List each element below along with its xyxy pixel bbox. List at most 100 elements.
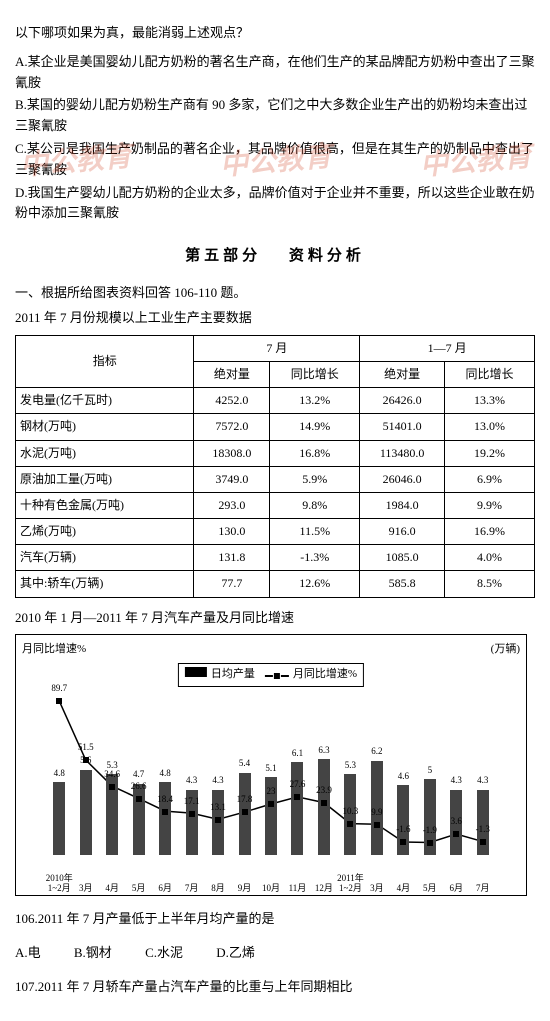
table-cell: 26046.0 xyxy=(360,466,445,492)
table-cell: 13.2% xyxy=(270,388,360,414)
table-cell: 钢材(万吨) xyxy=(16,414,194,440)
line-label: 18.4 xyxy=(157,791,173,805)
th-abs-2: 绝对量 xyxy=(360,361,445,387)
table-cell: 11.5% xyxy=(270,519,360,545)
line-label: -1.6 xyxy=(396,822,410,836)
table-cell: 293.0 xyxy=(194,492,270,518)
options-block: A.某企业是美国婴幼儿配方奶粉的著名生产商，在他们生产的某品牌配方奶粉中查出了三… xyxy=(15,52,535,224)
bar xyxy=(318,759,330,855)
q106-text: 106.2011 年 7 月产量低于上半年月均产量的是 xyxy=(15,909,535,930)
line-label: 17.1 xyxy=(184,793,200,807)
q106-opt-d: D.乙烯 xyxy=(216,943,255,964)
table-cell: 131.8 xyxy=(194,545,270,571)
q106-opt-a: A.电 xyxy=(15,943,41,964)
line-marker xyxy=(347,821,353,827)
table-cell: 7572.0 xyxy=(194,414,270,440)
bar-label: 4.8 xyxy=(159,766,170,780)
chart-title: 2010 年 1 月—2011 年 7 月汽车产量及月同比增速 xyxy=(15,608,535,629)
line-marker xyxy=(453,831,459,837)
section-name: 资料分析 xyxy=(289,248,365,264)
table-cell: 十种有色金属(万吨) xyxy=(16,492,194,518)
table-cell: 12.6% xyxy=(270,571,360,597)
line-label: -1.3 xyxy=(476,822,490,836)
table-cell: 1984.0 xyxy=(360,492,445,518)
line-marker xyxy=(56,698,62,704)
table-cell: 16.9% xyxy=(444,519,534,545)
table-row: 其中:轿车(万辆)77.712.6%585.88.5% xyxy=(16,571,535,597)
table-cell: 其中:轿车(万辆) xyxy=(16,571,194,597)
legend-line-swatch xyxy=(265,673,289,679)
section-part: 第五部分 xyxy=(185,248,261,264)
bar-label: 6.2 xyxy=(371,744,382,758)
q106-opt-c: C.水泥 xyxy=(145,943,183,964)
line-label: 13.1 xyxy=(210,800,226,814)
q106-opt-b: B.钢材 xyxy=(74,943,112,964)
line-marker xyxy=(136,796,142,802)
line-label: 34.6 xyxy=(104,766,120,780)
line-label: 9.9 xyxy=(371,805,382,819)
bar-label: 4.3 xyxy=(451,773,462,787)
bar-label: 5.1 xyxy=(265,761,276,775)
line-label: 26.6 xyxy=(131,779,147,793)
bar-label: 4.3 xyxy=(212,773,223,787)
chart-container: 月同比增速% (万辆) 日均产量 月同比增速% 4.889.75.651.55.… xyxy=(15,634,527,896)
table-row: 发电量(亿千瓦时)4252.013.2%26426.013.3% xyxy=(16,388,535,414)
table-cell: 916.0 xyxy=(360,519,445,545)
line-label: 23.9 xyxy=(316,783,332,797)
bar-label: 5.3 xyxy=(345,758,356,772)
line-marker xyxy=(109,784,115,790)
data-table: 指标 7 月 1—7 月 绝对量 同比增长 绝对量 同比增长 发电量(亿千瓦时)… xyxy=(15,335,535,598)
option-c: C.某公司是我国生产奶制品的著名企业，其品牌价值很高，但是在其生产的奶制品中查出… xyxy=(15,139,535,181)
table-cell: 19.2% xyxy=(444,440,534,466)
table-cell: 8.5% xyxy=(444,571,534,597)
table-row: 原油加工量(万吨)3749.05.9%26046.06.9% xyxy=(16,466,535,492)
table-cell: 1085.0 xyxy=(360,545,445,571)
legend-line-label: 月同比增速% xyxy=(293,668,357,680)
table-cell: 51401.0 xyxy=(360,414,445,440)
bar-label: 6.1 xyxy=(292,746,303,760)
q106-block: 106.2011 年 7 月产量低于上半年月均产量的是 A.电 B.钢材 C.水… xyxy=(15,909,535,964)
line-marker xyxy=(189,811,195,817)
y-left-label: 月同比增速% xyxy=(22,641,86,659)
bar-label: 4.8 xyxy=(54,766,65,780)
option-a: A.某企业是美国婴幼儿配方奶粉的著名生产商，在他们生产的某品牌配方奶粉中查出了三… xyxy=(15,52,535,94)
line-label: 27.6 xyxy=(290,777,306,791)
bar xyxy=(133,784,145,856)
y-right-label: (万辆) xyxy=(491,641,520,659)
table-cell: 4252.0 xyxy=(194,388,270,414)
table-row: 水泥(万吨)18308.016.8%113480.019.2% xyxy=(16,440,535,466)
table-row: 钢材(万吨)7572.014.9%51401.013.0% xyxy=(16,414,535,440)
legend-bar-swatch xyxy=(185,667,207,677)
line-marker xyxy=(215,817,221,823)
line-marker xyxy=(242,809,248,815)
line-label: -1.9 xyxy=(423,823,437,837)
line-marker xyxy=(268,801,274,807)
option-d: D.我国生产婴幼儿配方奶粉的企业太多，品牌价值对于企业并不重要，所以这些企业敢在… xyxy=(15,183,535,225)
table-row: 汽车(万辆)131.8-1.3%1085.04.0% xyxy=(16,545,535,571)
bar-label: 5 xyxy=(428,763,433,777)
line-label: 89.7 xyxy=(51,681,67,695)
line-label: 10.3 xyxy=(343,804,359,818)
bar-label: 4.6 xyxy=(398,769,409,783)
table-cell: 16.8% xyxy=(270,440,360,466)
table-cell: 130.0 xyxy=(194,519,270,545)
table-cell: -1.3% xyxy=(270,545,360,571)
bar-label: 4.3 xyxy=(477,773,488,787)
table-cell: 汽车(万辆) xyxy=(16,545,194,571)
th-jul: 7 月 xyxy=(194,335,360,361)
table-cell: 3749.0 xyxy=(194,466,270,492)
table-cell: 13.0% xyxy=(444,414,534,440)
table-title: 2011 年 7 月份规模以上工业生产主要数据 xyxy=(15,308,535,329)
bar-label: 5.4 xyxy=(239,756,250,770)
table-row: 乙烯(万吨)130.011.5%916.016.9% xyxy=(16,519,535,545)
th-yoy-1: 同比增长 xyxy=(270,361,360,387)
table-cell: 水泥(万吨) xyxy=(16,440,194,466)
legend-bar-label: 日均产量 xyxy=(211,668,255,680)
th-jan-jul: 1—7 月 xyxy=(360,335,535,361)
q107-text: 107.2011 年 7 月轿车产量占汽车产量的比重与上年同期相比 xyxy=(15,977,535,998)
table-cell: 乙烯(万吨) xyxy=(16,519,194,545)
table-cell: 5.9% xyxy=(270,466,360,492)
table-cell: 18308.0 xyxy=(194,440,270,466)
line-label: 17.8 xyxy=(237,792,253,806)
bar xyxy=(53,782,65,855)
